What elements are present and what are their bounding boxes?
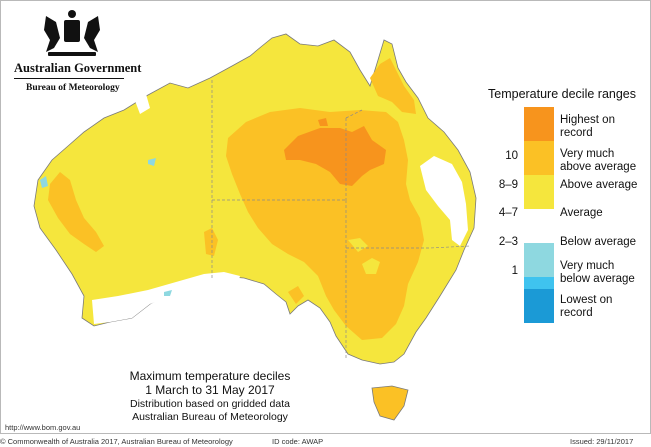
map-period: 1 March to 31 May 2017 [145,383,275,397]
legend-label-above: Above average [560,179,638,191]
below-average-spot-3 [164,290,172,296]
map-source-note: Australian Bureau of Meteorology [132,411,288,423]
average-south-coast [92,272,240,324]
coat-of-arms-icon [44,10,100,56]
map-title: Maximum temperature deciles [129,369,291,383]
legend-label-lowest: Lowest on record [560,294,613,319]
state-borders [211,80,471,360]
very-much-above-south-west [48,172,104,252]
average-north-west [134,94,150,114]
legend-swatch-average [524,209,554,243]
average-east-coast [420,156,468,246]
above-average-patch-2 [348,238,368,252]
legend-label-very-much-below: Very much below average [560,260,635,285]
legend-label-very-much-above: Very much above average [560,148,637,173]
very-much-above-pilbara [204,228,218,256]
legend-swatch-above [524,175,554,209]
legend-swatch-below [524,243,554,277]
legend-swatch-highest [524,107,554,141]
id-code: ID code: AWAP [272,437,324,446]
below-average-spot-1 [40,176,48,188]
legend-label-below: Below average [560,236,637,248]
legend-title: Temperature decile ranges [488,87,636,101]
legend-swatch-lowest [524,289,554,323]
legend-swatch-very-much-above [524,141,554,175]
tasmania [371,385,409,421]
logo-divider [14,78,124,79]
bureau-name: Bureau of Meteorology [26,83,120,93]
decile-label-8-9: 8–9 [498,179,518,191]
decile-label-10: 10 [505,150,518,162]
website-url: http://www.bom.gov.au [5,423,81,432]
decile-label-4-7: 4–7 [498,207,518,219]
copyright-text: © Commonwealth of Australia 2017, Austra… [0,437,233,446]
very-much-above-eyre [288,286,304,304]
map-distribution-note: Distribution based on gridded data [130,398,290,410]
legend-label-highest: Highest on record [560,114,615,139]
legend-label-average: Average [560,207,603,219]
issued-date: Issued: 29/11/2017 [570,437,634,446]
below-average-spot-2 [148,158,156,166]
decile-map [33,33,477,421]
government-name: Australian Government [14,61,142,75]
decile-label-2-3: 2–3 [498,236,518,248]
above-average-patch-1 [362,258,380,274]
highest-on-record-small [318,118,328,126]
highest-on-record [284,126,386,186]
very-much-above-north-east [370,58,416,114]
decile-label-1: 1 [511,265,518,277]
